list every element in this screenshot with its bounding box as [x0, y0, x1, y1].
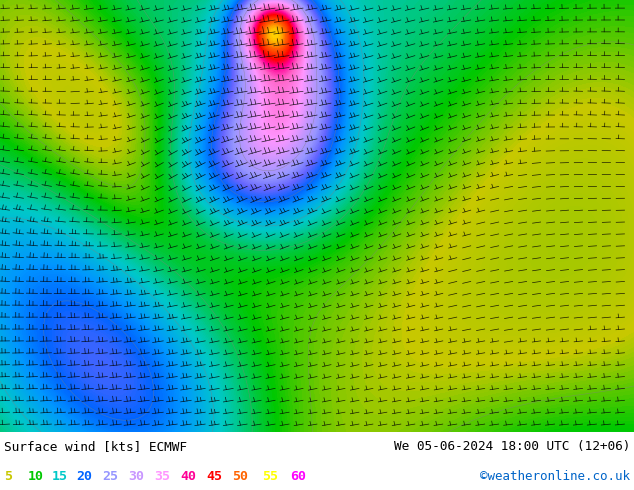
Text: 55: 55: [262, 469, 278, 483]
Text: 45: 45: [206, 469, 222, 483]
Text: 60: 60: [290, 469, 306, 483]
Text: 5: 5: [4, 469, 12, 483]
Text: Surface wind [kts] ECMWF: Surface wind [kts] ECMWF: [4, 440, 187, 453]
Text: 10: 10: [28, 469, 44, 483]
Text: 50: 50: [232, 469, 248, 483]
Text: 25: 25: [102, 469, 118, 483]
Text: ©weatheronline.co.uk: ©weatheronline.co.uk: [480, 469, 630, 483]
Text: 15: 15: [52, 469, 68, 483]
Text: 40: 40: [180, 469, 196, 483]
Text: 20: 20: [76, 469, 92, 483]
Text: We 05-06-2024 18:00 UTC (12+06): We 05-06-2024 18:00 UTC (12+06): [394, 440, 630, 453]
Text: 30: 30: [128, 469, 144, 483]
Text: 35: 35: [154, 469, 170, 483]
